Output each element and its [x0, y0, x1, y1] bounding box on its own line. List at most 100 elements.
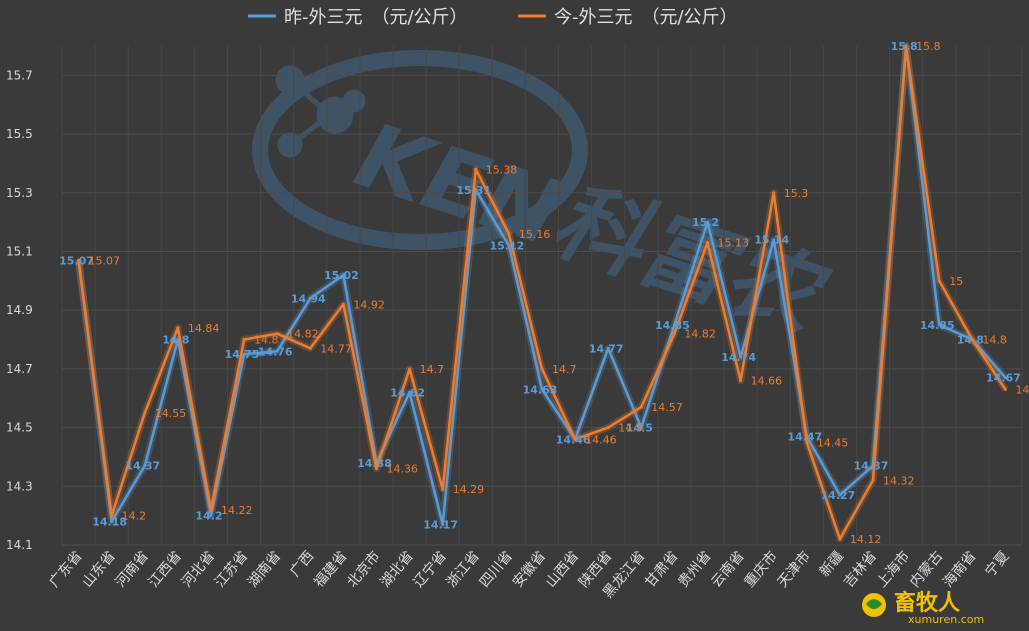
series-point-0	[937, 323, 941, 327]
data-label-yesterday: 14.47	[787, 430, 822, 443]
series-point-0	[176, 338, 180, 342]
data-label-yesterday: 15.14	[754, 234, 789, 247]
series-point-1	[904, 44, 908, 48]
data-label-today: 14.5	[618, 422, 643, 435]
data-label-yesterday: 14.62	[390, 386, 425, 399]
series-point-0	[143, 464, 147, 468]
y-tick-label: 14.7	[6, 362, 33, 376]
series-point-1	[838, 537, 842, 541]
series-point-0	[1003, 376, 1007, 380]
data-label-yesterday: 14.76	[258, 345, 293, 358]
series-point-0	[706, 220, 710, 224]
series-point-1	[143, 411, 147, 415]
data-label-today: 15	[949, 275, 963, 288]
data-label-yesterday: 14.37	[125, 460, 160, 473]
series-point-1	[672, 332, 676, 336]
data-label-yesterday: 14.5	[626, 422, 653, 435]
series-point-0	[507, 244, 511, 248]
data-label-today: 14.63	[1015, 383, 1029, 396]
series-point-1	[341, 302, 345, 306]
data-label-today: 14.7	[420, 363, 445, 376]
legend: 昨-外三元 （元/公斤） 今-外三元 （元/公斤）	[248, 7, 738, 28]
data-label-today: 14.22	[221, 504, 253, 517]
data-label-today: 14.66	[751, 375, 783, 388]
data-label-yesterday: 15.31	[456, 184, 491, 197]
series-point-0	[474, 188, 478, 192]
data-label-yesterday: 15.8	[891, 40, 918, 53]
y-axis: 14.1 14.3 14.5 14.7 14.9 15.1 15.3 15.5 15.7	[6, 68, 33, 552]
data-label-today: 14.55	[155, 407, 187, 420]
series-point-0	[341, 273, 345, 277]
y-tick-label: 15.3	[6, 186, 33, 200]
data-label-today: 14.82	[287, 328, 319, 341]
data-label-yesterday: 14.74	[721, 351, 756, 364]
footer-logo-text: 畜牧人	[894, 590, 960, 616]
series-point-0	[739, 355, 743, 359]
series-point-1	[242, 338, 246, 342]
data-label-yesterday: 14.46	[556, 433, 591, 446]
series-point-0	[441, 522, 445, 526]
y-tick-label: 15.5	[6, 127, 33, 141]
data-label-today: 14.92	[353, 298, 385, 311]
data-label-yesterday: 14.75	[225, 348, 260, 361]
data-label-today: 14.8	[982, 334, 1007, 347]
y-tick-label: 15.7	[6, 68, 33, 82]
data-label-today: 14.7	[552, 363, 577, 376]
data-label-today: 15.8	[916, 40, 941, 53]
series-point-1	[606, 426, 610, 430]
series-point-1	[308, 346, 312, 350]
series-point-0	[672, 323, 676, 327]
series-point-1	[540, 367, 544, 371]
data-label-today: 14.46	[585, 433, 617, 446]
series-point-0	[242, 352, 246, 356]
data-label-today: 14.36	[386, 463, 418, 476]
data-label-yesterday: 15.12	[489, 240, 524, 253]
series-point-0	[606, 346, 610, 350]
data-label-today: 14.8	[254, 334, 279, 347]
series-point-0	[308, 296, 312, 300]
y-tick-label: 14.3	[6, 479, 33, 493]
data-label-today: 14.29	[453, 483, 485, 496]
series-point-1	[507, 232, 511, 236]
data-label-yesterday: 14.38	[357, 457, 392, 470]
series-point-0	[408, 390, 412, 394]
series-point-1	[176, 326, 180, 330]
grid	[61, 46, 1023, 546]
data-label-today: 14.77	[320, 342, 352, 355]
data-label-today: 14.84	[188, 322, 220, 335]
y-tick-label: 14.1	[6, 538, 33, 552]
series-point-0	[838, 493, 842, 497]
data-label-today: 14.2	[122, 510, 147, 523]
data-label-today: 14.32	[883, 474, 915, 487]
series-point-1	[871, 478, 875, 482]
series-point-1	[805, 440, 809, 444]
series-point-0	[540, 387, 544, 391]
legend-label-yesterday: 昨-外三元 （元/公斤）	[284, 7, 468, 28]
data-label-yesterday: 15.07	[59, 254, 94, 267]
data-label-today: 15.3	[784, 187, 809, 200]
data-label-yesterday: 14.37	[854, 460, 889, 473]
series-point-1	[706, 241, 710, 245]
series-point-1	[970, 338, 974, 342]
series-point-1	[110, 514, 114, 518]
data-label-today: 14.82	[684, 328, 716, 341]
data-label-today: 15.07	[89, 254, 121, 267]
series-point-1	[441, 487, 445, 491]
data-label-today: 14.45	[817, 436, 849, 449]
series-point-1	[474, 167, 478, 171]
series-point-1	[573, 437, 577, 441]
data-label-yesterday: 14.77	[589, 342, 624, 355]
data-label-today: 15.13	[718, 237, 750, 250]
y-tick-label: 15.1	[6, 244, 33, 258]
series-point-1	[374, 467, 378, 471]
series-point-1	[209, 508, 213, 512]
footer-logo: 畜牧人 xumuren.com	[862, 590, 984, 626]
data-label-yesterday: 14.94	[291, 292, 326, 305]
data-label-yesterday: 15.2	[692, 216, 719, 229]
data-label-yesterday: 14.67	[986, 372, 1021, 385]
series-point-1	[739, 379, 743, 383]
data-label-yesterday: 15.02	[324, 269, 359, 282]
